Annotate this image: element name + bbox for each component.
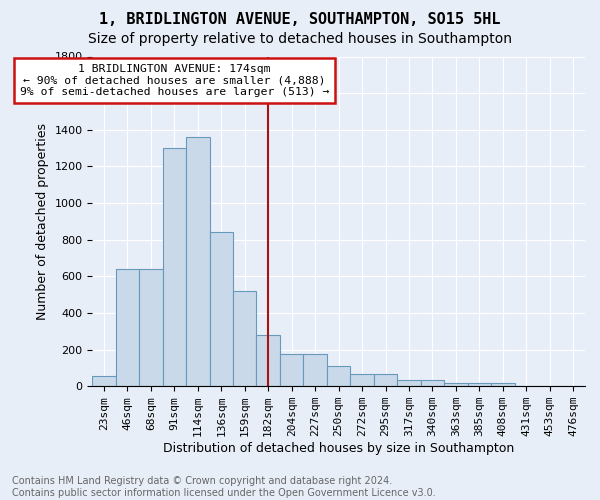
Bar [327,366,350,386]
Bar [116,269,139,386]
Text: Contains HM Land Registry data © Crown copyright and database right 2024.
Contai: Contains HM Land Registry data © Crown c… [12,476,436,498]
Y-axis label: Number of detached properties: Number of detached properties [36,123,49,320]
Bar [163,148,186,386]
Bar [280,354,304,386]
Text: 1 BRIDLINGTON AVENUE: 174sqm
← 90% of detached houses are smaller (4,888)
9% of : 1 BRIDLINGTON AVENUE: 174sqm ← 90% of de… [20,64,329,97]
Bar [209,232,233,386]
Bar [233,291,256,386]
Text: Size of property relative to detached houses in Southampton: Size of property relative to detached ho… [88,32,512,46]
Bar [256,335,280,386]
Bar [92,376,116,386]
Bar [444,382,467,386]
Bar [421,380,444,386]
Bar [467,382,491,386]
Bar [397,380,421,386]
Bar [350,374,374,386]
X-axis label: Distribution of detached houses by size in Southampton: Distribution of detached houses by size … [163,442,514,455]
Bar [491,384,515,386]
Bar [304,354,327,386]
Text: 1, BRIDLINGTON AVENUE, SOUTHAMPTON, SO15 5HL: 1, BRIDLINGTON AVENUE, SOUTHAMPTON, SO15… [99,12,501,28]
Bar [374,374,397,386]
Bar [186,137,209,386]
Bar [139,269,163,386]
